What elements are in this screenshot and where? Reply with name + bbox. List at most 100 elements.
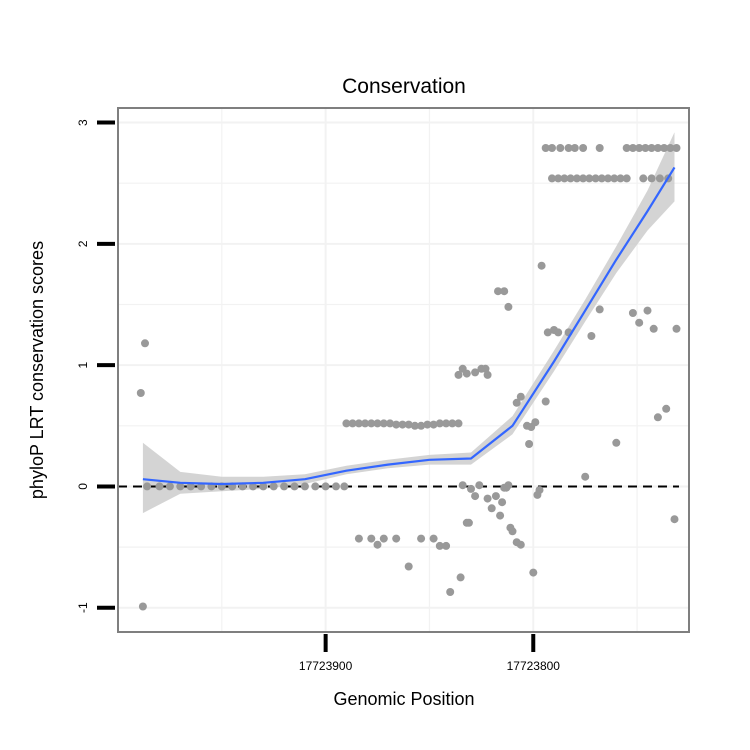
data-point (141, 339, 149, 348)
y-axis-label: phyloP LRT conservation scores (27, 241, 47, 499)
data-point (585, 174, 594, 183)
data-point (491, 492, 500, 501)
data-point (635, 318, 644, 327)
data-point (481, 364, 490, 373)
data-point (537, 261, 546, 270)
data-point (340, 482, 349, 491)
data-point (612, 438, 621, 447)
data-point (591, 174, 600, 183)
data-point (435, 541, 444, 550)
data-point (635, 144, 644, 152)
data-point (566, 174, 575, 183)
data-point (531, 418, 540, 427)
confidence-band (142, 132, 675, 514)
data-point (176, 482, 185, 491)
data-point (672, 144, 681, 152)
data-point (548, 144, 556, 152)
scatter-points (136, 144, 681, 611)
data-point (653, 144, 662, 152)
data-point (435, 419, 444, 428)
data-point (373, 540, 382, 549)
data-point (311, 482, 320, 491)
data-point (373, 419, 382, 428)
data-point (628, 309, 637, 317)
data-point (595, 305, 604, 314)
data-point (136, 389, 145, 397)
data-point (616, 174, 625, 183)
data-point (595, 144, 604, 152)
data-point (280, 482, 289, 491)
data-point (496, 511, 505, 520)
y-axis: -1 0 1 2 3 (76, 119, 115, 613)
y-tick-label: 1 (76, 361, 90, 368)
data-point (662, 404, 671, 413)
data-point (404, 420, 413, 429)
data-point (143, 482, 152, 491)
data-point (508, 527, 517, 536)
y-tick-label: 3 (76, 119, 90, 126)
data-point (502, 483, 511, 492)
plot-grid (118, 108, 689, 632)
data-point (483, 370, 492, 379)
data-point (541, 144, 550, 152)
data-point (564, 144, 573, 152)
data-point (581, 472, 590, 481)
data-point (417, 421, 426, 430)
data-point (610, 174, 619, 183)
data-point (653, 413, 662, 422)
data-point (525, 440, 534, 448)
data-point (475, 481, 484, 490)
data-point (442, 419, 451, 428)
data-point (516, 392, 525, 401)
data-point (392, 534, 401, 543)
data-point (643, 306, 652, 315)
smooth-line (142, 166, 676, 486)
data-point (516, 540, 525, 549)
data-point (622, 174, 631, 183)
data-point (670, 515, 679, 524)
data-point (456, 573, 465, 582)
data-point (269, 482, 278, 491)
data-point (354, 534, 363, 543)
data-point (361, 419, 370, 428)
confidence-band-group (142, 132, 675, 514)
x-axis: 17723900 17723800 (299, 634, 560, 673)
chart-title: Conservation (342, 75, 466, 98)
data-point (471, 492, 480, 501)
data-point (500, 287, 509, 296)
data-point (138, 602, 147, 611)
x-tick-label: 17723900 (299, 659, 353, 673)
smooth-line-group (142, 166, 676, 486)
data-point (290, 482, 299, 491)
data-point (454, 419, 463, 428)
data-point (348, 419, 357, 428)
data-point (655, 174, 664, 183)
data-point (458, 481, 467, 490)
data-point (554, 174, 563, 183)
data-point (628, 144, 637, 152)
data-point (548, 174, 556, 183)
data-point (155, 482, 164, 491)
x-axis-label: Genomic Position (333, 689, 474, 709)
data-point (321, 482, 330, 491)
data-point (300, 482, 309, 491)
data-point (512, 398, 521, 407)
data-point (379, 419, 388, 428)
data-point (660, 144, 669, 152)
data-point (587, 332, 596, 340)
data-point (647, 144, 656, 152)
x-tick-label: 17723800 (507, 659, 561, 673)
data-point (342, 419, 351, 428)
data-point (535, 486, 544, 495)
data-point (332, 482, 340, 491)
data-point (579, 144, 588, 152)
data-point (483, 494, 492, 503)
data-point (487, 504, 496, 513)
data-point (448, 419, 457, 428)
data-point (554, 328, 563, 337)
data-point (666, 144, 675, 152)
data-point (259, 482, 268, 491)
data-point (560, 174, 569, 183)
data-point (672, 324, 681, 333)
data-point (354, 419, 363, 428)
